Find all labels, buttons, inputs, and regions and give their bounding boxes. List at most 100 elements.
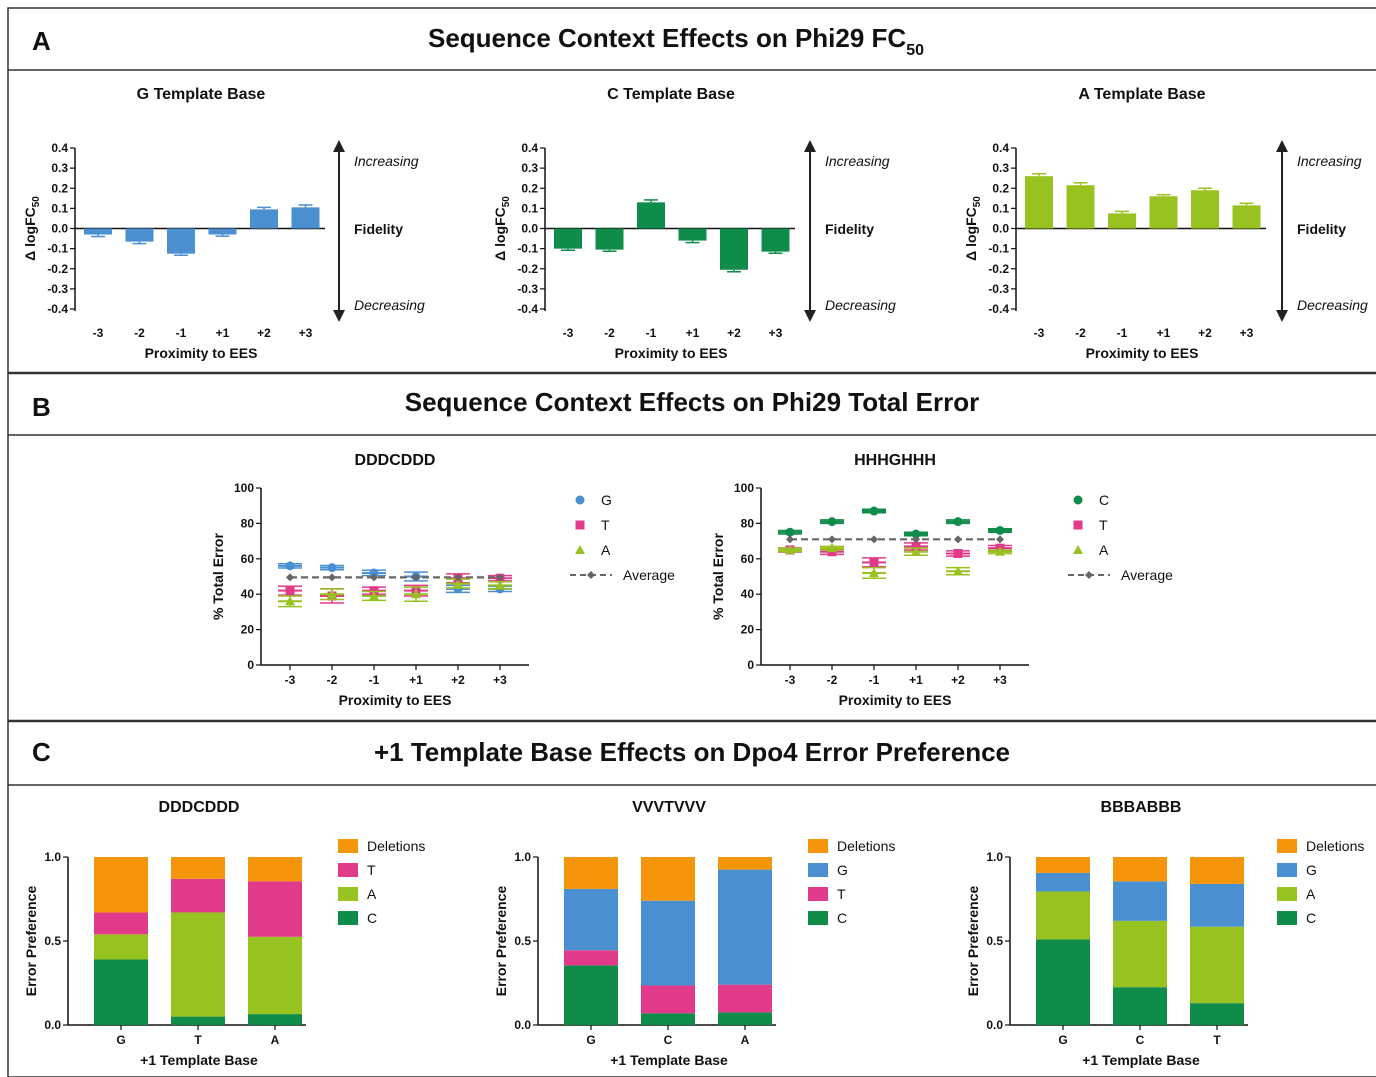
bar-segment-a (1190, 926, 1244, 1004)
series-c: C (778, 492, 1109, 539)
x-tick-label: +2 (451, 673, 465, 687)
y-tick-label: -0.4 (988, 302, 1009, 316)
y-axis-label: Δ logFC50 (963, 196, 983, 261)
fidelity-arrow (333, 140, 345, 322)
y-tick-label: 0.0 (514, 1018, 531, 1032)
legend-label: C (1306, 910, 1316, 926)
bar-segment-c (1113, 987, 1167, 1025)
bar-segment-deletions (171, 857, 225, 879)
bar (1149, 196, 1178, 229)
y-tick-label: 0.3 (51, 161, 68, 175)
y-tick-label: -0.3 (988, 282, 1009, 296)
x-tick-label: G (116, 1033, 125, 1047)
average-point (912, 535, 920, 544)
y-axis-label: Δ logFC50 (492, 196, 512, 261)
bar (637, 202, 665, 229)
y-tick-label: 60 (741, 552, 755, 566)
data-point (953, 517, 963, 527)
legend-marker (1073, 520, 1083, 530)
y-axis-label-main: Δ logFC (492, 207, 508, 261)
data-point (869, 567, 879, 577)
y-axis-label: Error Preference (23, 886, 39, 997)
y-tick-label: 20 (741, 623, 755, 637)
arrow-label-bottom: Decreasing (354, 297, 425, 313)
series-a: A (778, 542, 1109, 580)
y-tick-label: 0.0 (44, 1018, 61, 1032)
x-tick-label: +2 (951, 673, 965, 687)
data-point (369, 586, 379, 596)
bar-segment-g (564, 888, 618, 951)
legend-swatch (338, 911, 358, 925)
bar-chart: A Template Base 0.4 0.3 0.2 0.1 0.0 -0.1 -0.2 -0… (963, 86, 1368, 361)
y-tick-label: 0.2 (521, 181, 538, 195)
bar-chart: C Template Base 0.4 0.3 0.2 0.1 0.0 -0.1 -0.2 -0… (492, 86, 896, 361)
data-point (785, 544, 795, 554)
x-tick-label: T (1213, 1033, 1221, 1047)
y-tick-label: 100 (234, 481, 254, 495)
y-tick-label: -0.3 (517, 282, 538, 296)
bar-segment-t (641, 985, 695, 1014)
legend-marker (1085, 571, 1093, 579)
x-tick-label: -3 (785, 673, 796, 687)
bar (250, 209, 278, 229)
panel-letter: B (32, 392, 51, 422)
bar (84, 228, 112, 235)
y-tick-label: 0.0 (986, 1018, 1003, 1032)
y-axis-label: Error Preference (493, 886, 509, 997)
legend-label: T (601, 517, 610, 533)
y-tick-label: 0.5 (44, 934, 61, 948)
x-tick-label: G (586, 1033, 595, 1047)
legend-label: G (1306, 862, 1317, 878)
x-axis-label: +1 Template Base (140, 1052, 258, 1068)
bar-segment-deletions (248, 857, 302, 882)
y-axis-label: % Total Error (210, 533, 226, 620)
chart-title: VVVTVVV (632, 799, 706, 816)
x-axis-label: +1 Template Base (610, 1052, 728, 1068)
bar-segment-t (248, 881, 302, 937)
data-point (453, 578, 463, 588)
y-tick-label: 0 (247, 658, 254, 672)
x-tick-label: -2 (327, 673, 338, 687)
bar-segment-deletions (1190, 857, 1244, 884)
y-tick-label: 0.2 (51, 181, 68, 195)
data-point (827, 543, 837, 553)
panel-title: Sequence Context Effects on Phi29 FC50 (428, 23, 924, 59)
y-tick-label: 0.5 (514, 934, 531, 948)
legend-label: C (837, 910, 847, 926)
legend-swatch (1277, 911, 1297, 925)
average-point (954, 535, 962, 544)
data-point (827, 517, 837, 527)
panel-title: +1 Template Base Effects on Dpo4 Error P… (374, 737, 1010, 767)
x-axis-label: Proximity to EES (339, 692, 452, 708)
y-axis-label-subscript: 50 (501, 196, 512, 208)
bar (167, 228, 195, 254)
data-point (911, 546, 921, 556)
panel-frames (7, 7, 1376, 1077)
x-tick-label: G (1058, 1033, 1067, 1047)
bar-segment-g (1190, 883, 1244, 927)
legend-marker (575, 520, 585, 530)
stacked-bar-chart: VVVTVVV 1.0 0.5 0.0 Error Preference G C A +1 Te… (493, 799, 895, 1068)
legend-marker (1073, 495, 1083, 505)
panel-letter: C (32, 737, 51, 767)
bar-segment-g (718, 869, 772, 985)
arrow-head-up (333, 140, 345, 152)
y-tick-label: 40 (241, 587, 255, 601)
outer-frame (7, 7, 1376, 1077)
bar-segment-deletions (718, 857, 772, 870)
legend-label: Average (1121, 567, 1173, 583)
bar-segment-a (1113, 920, 1167, 988)
data-point (285, 586, 295, 596)
average-point (370, 573, 378, 582)
y-tick-label: 1.0 (514, 850, 531, 864)
y-tick-label: -0.2 (988, 262, 1009, 276)
arrow-head-up (804, 140, 816, 152)
chart-title: HHHGHHH (854, 452, 936, 469)
legend-swatch (808, 863, 828, 877)
bar (291, 207, 320, 229)
legend-label: G (601, 492, 612, 508)
arrow-label-bottom: Decreasing (1297, 297, 1368, 313)
bar-segment-t (718, 984, 772, 1013)
bar-segment-deletions (1113, 857, 1167, 882)
